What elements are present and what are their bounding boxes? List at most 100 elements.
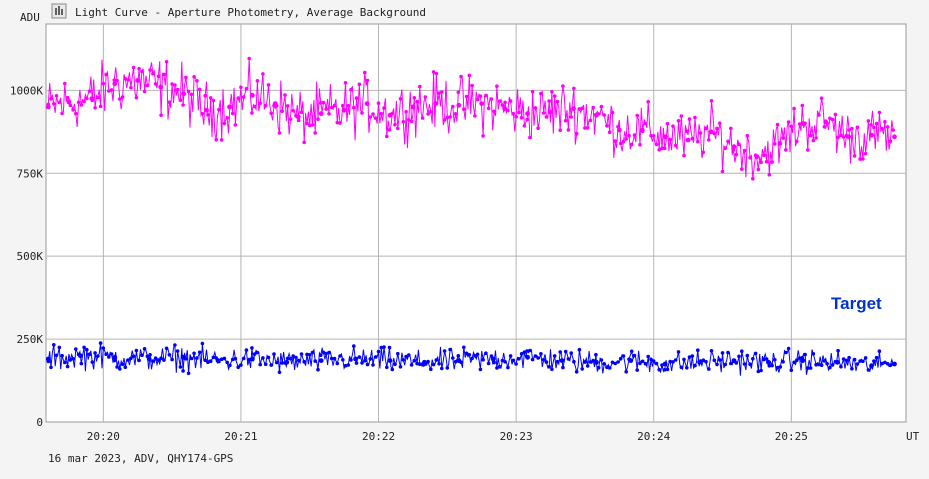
- x-tick-label: 20:22: [362, 430, 395, 443]
- series-point: [627, 133, 631, 138]
- series-point: [222, 121, 227, 126]
- series-2-trace: [47, 343, 894, 376]
- series-point: [828, 365, 832, 370]
- series-point: [241, 356, 246, 361]
- series-point: [643, 361, 648, 366]
- data-point: [731, 144, 737, 150]
- series-point: [49, 97, 53, 101]
- series-point: [654, 142, 659, 147]
- series-point: [357, 82, 362, 87]
- series-point: [726, 350, 730, 355]
- series-point: [109, 352, 114, 356]
- series-point: [151, 359, 155, 363]
- series-point: [390, 367, 395, 372]
- series-point: [880, 126, 884, 131]
- series-point: [448, 347, 452, 352]
- series-point: [170, 82, 174, 86]
- series-point: [123, 365, 128, 370]
- data-point: [215, 358, 221, 363]
- series-point: [610, 360, 615, 365]
- series-point: [478, 94, 483, 98]
- series-point: [767, 173, 772, 177]
- data-point: [181, 354, 187, 360]
- series-point: [704, 359, 708, 364]
- series-point: [852, 357, 857, 362]
- series-point: [426, 112, 430, 116]
- series-point: [318, 101, 323, 105]
- series-point: [555, 359, 560, 364]
- series-point: [109, 88, 114, 92]
- series-point: [148, 353, 152, 357]
- data-point: [112, 81, 118, 87]
- series-point: [572, 86, 576, 91]
- series-point: [118, 367, 122, 371]
- series-point: [387, 345, 392, 350]
- series-point: [566, 357, 571, 361]
- series-point: [585, 126, 590, 130]
- series-point: [591, 105, 595, 110]
- series-point: [93, 106, 97, 110]
- series-point: [690, 136, 695, 141]
- series-point: [343, 363, 348, 368]
- series-point: [497, 364, 502, 369]
- window-icon[interactable]: [51, 3, 67, 19]
- series-point: [775, 122, 780, 127]
- series-point: [789, 368, 794, 373]
- series-point: [577, 347, 582, 352]
- data-point: [616, 127, 622, 133]
- series-point: [569, 351, 573, 355]
- x-tick-label: 20:24: [637, 430, 670, 443]
- series-point: [393, 362, 397, 367]
- data-point: [318, 358, 324, 363]
- series-point: [657, 148, 661, 152]
- series-point: [486, 361, 491, 366]
- series-point: [398, 97, 403, 101]
- series-point: [665, 367, 670, 372]
- series-point: [662, 146, 667, 151]
- data-point: [548, 109, 553, 115]
- series-point: [184, 75, 188, 80]
- series-point: [503, 100, 507, 105]
- series-point: [517, 110, 521, 115]
- series-point: [525, 117, 529, 122]
- series-point: [795, 139, 799, 144]
- series-point: [343, 81, 348, 85]
- series-point: [784, 350, 788, 355]
- series-point: [679, 114, 684, 118]
- series-point: [762, 357, 766, 362]
- series-point: [696, 139, 700, 144]
- series-point: [781, 136, 785, 140]
- series-point: [368, 357, 373, 361]
- series-point: [558, 128, 562, 132]
- data-point: [823, 119, 829, 125]
- series-point: [82, 99, 86, 104]
- data-point: [571, 106, 576, 111]
- series-point: [726, 139, 730, 144]
- series-point: [596, 365, 601, 370]
- series-point: [690, 354, 695, 358]
- series-point: [822, 125, 827, 129]
- series-point: [76, 100, 81, 105]
- series-point: [244, 348, 249, 352]
- series-point: [544, 360, 549, 364]
- series-point: [723, 146, 728, 150]
- series-point: [90, 360, 95, 364]
- series-point: [329, 105, 334, 110]
- series-point: [291, 108, 296, 113]
- series-point: [120, 95, 125, 99]
- series-point: [252, 352, 257, 356]
- series-point: [872, 125, 876, 130]
- series-point: [255, 79, 260, 83]
- series-point: [789, 124, 794, 129]
- series-point: [65, 95, 70, 100]
- data-point: [45, 104, 51, 110]
- series-point: [324, 107, 329, 111]
- series-point: [877, 349, 882, 354]
- series-point: [442, 349, 447, 353]
- series-point: [321, 100, 326, 105]
- series-point: [164, 60, 169, 64]
- series-point: [720, 351, 725, 355]
- series-point: [872, 359, 876, 363]
- data-point: [834, 359, 840, 365]
